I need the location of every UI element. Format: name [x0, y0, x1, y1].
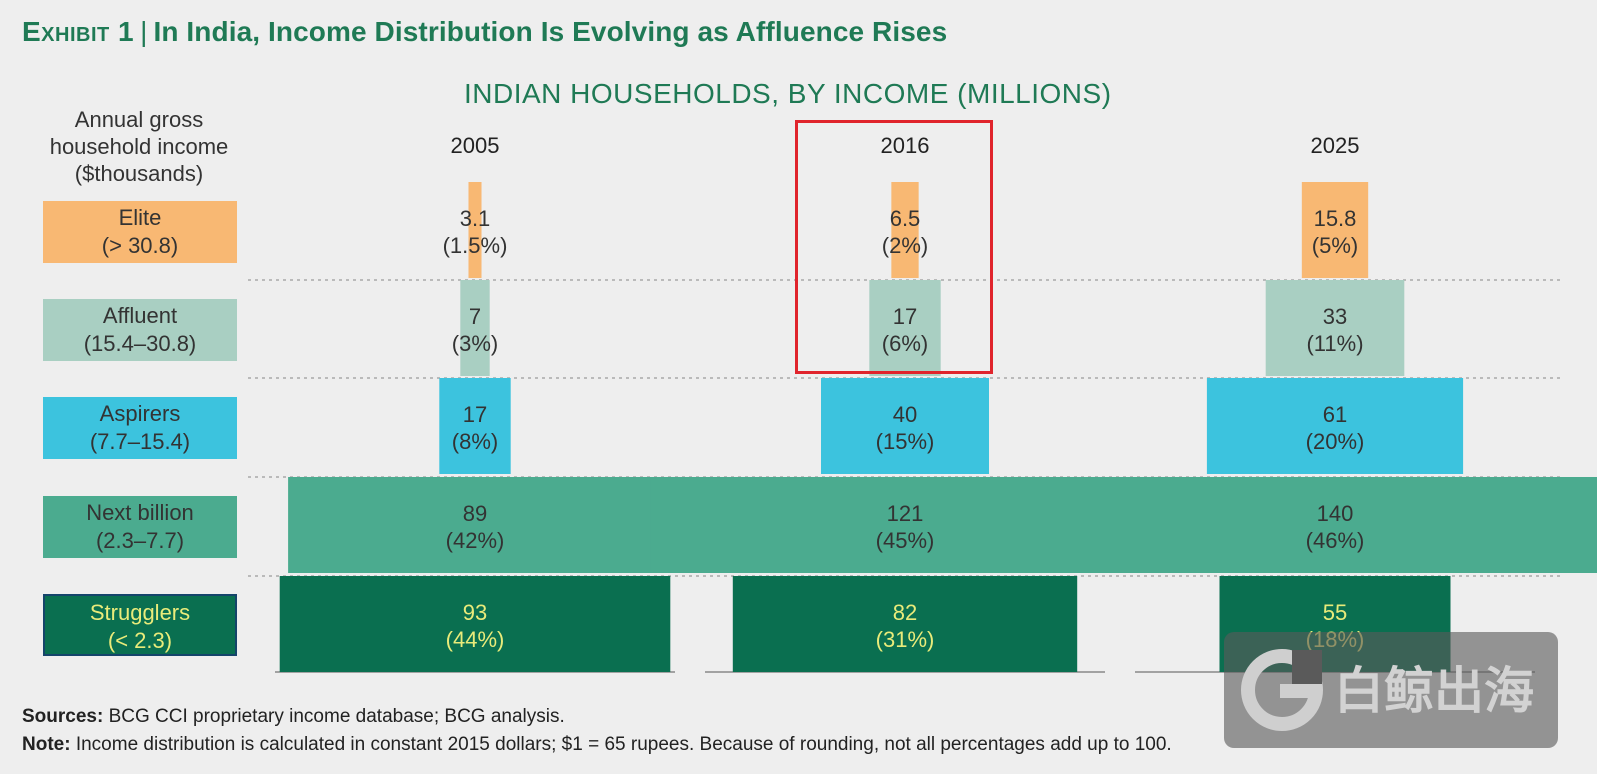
bar-2005-strugglers: [279, 576, 671, 672]
bar-2025-affluent: [1265, 280, 1405, 376]
exhibit-title-text: In India, Income Distribution Is Evolvin…: [153, 16, 948, 47]
legend-strugglers: Strugglers (< 2.3): [43, 594, 237, 656]
legend-aspirers-name: Aspirers: [99, 401, 181, 426]
share-label-2005-affluent: (3%): [452, 331, 498, 356]
value-label-2025-strugglers: 55: [1323, 600, 1347, 625]
value-label-2005-next-billion: 89: [463, 501, 487, 526]
whale-logo-icon: [1241, 649, 1323, 731]
share-label-2016-affluent: (6%): [882, 331, 928, 356]
bar-2005-affluent: [460, 280, 490, 376]
legend-aspirers: Aspirers (7.7–15.4): [43, 397, 237, 459]
value-label-2025-next-billion: 140: [1317, 501, 1354, 526]
year-label-2005: 2005: [451, 133, 500, 158]
axis-caption-line-1: Annual gross: [74, 107, 204, 132]
legend-affluent: Affluent (15.4–30.8): [43, 299, 237, 361]
value-label-2005-affluent: 7: [469, 304, 481, 329]
value-label-2016-elite: 6.5: [890, 206, 921, 231]
bar-2025-aspirers: [1206, 378, 1464, 474]
year-label-2016: 2016: [881, 133, 930, 158]
watermark-text-graphic: 白鲸出海: [1334, 662, 1534, 720]
bar-2025-next-billion: [1041, 477, 1597, 573]
bar-2016-elite: [891, 182, 919, 278]
sources-label: Sources:: [22, 706, 104, 727]
watermark: 白鲸出海: [1224, 632, 1558, 748]
chart-subtitle: INDIAN HOUSEHOLDS, BY INCOME (MILLIONS): [464, 78, 1112, 109]
value-label-2025-affluent: 33: [1323, 304, 1347, 329]
share-label-2016-elite: (2%): [882, 233, 928, 258]
note-line: Note: Income distribution is calculated …: [22, 731, 1172, 759]
value-label-2005-aspirers: 17: [463, 402, 487, 427]
legend-strugglers-name: Strugglers: [89, 600, 191, 625]
value-label-2005-strugglers: 93: [463, 600, 487, 625]
value-label-2025-elite: 15.8: [1314, 206, 1357, 231]
axis-caption-line-2: household income: [49, 134, 229, 159]
value-label-2016-aspirers: 40: [893, 402, 917, 427]
bar-2005-aspirers: [439, 378, 511, 474]
sources-text: BCG CCI proprietary income database; BCG…: [103, 706, 565, 727]
exhibit-label: Exhibit 1: [22, 16, 135, 47]
share-label-2005-next-billion: (42%): [446, 528, 505, 553]
share-label-2016-next-billion: (45%): [876, 528, 935, 553]
share-label-2005-aspirers: (8%): [452, 429, 498, 454]
bar-2016-strugglers: [732, 576, 1078, 672]
axis-caption: Annual gross household income ($thousand…: [30, 106, 248, 187]
legend-aspirers-range: (7.7–15.4): [89, 429, 191, 454]
exhibit-title: Exhibit 1 | In India, Income Distribution …: [22, 16, 947, 48]
share-label-2005-strugglers: (44%): [446, 627, 505, 652]
bar-2005-elite: [468, 182, 482, 278]
title-separator: |: [140, 16, 148, 47]
value-label-2025-aspirers: 61: [1323, 402, 1347, 427]
legend-elite-range: (> 30.8): [101, 233, 179, 258]
value-label-2016-strugglers: 82: [893, 600, 917, 625]
value-label-2005-elite: 3.1: [460, 206, 491, 231]
value-label-2016-next-billion: 121: [887, 501, 924, 526]
legend-next-billion-range: (2.3–7.7): [95, 528, 185, 553]
bar-2016-affluent: [869, 280, 941, 376]
legend-affluent-range: (15.4–30.8): [83, 331, 197, 356]
year-label-2025: 2025: [1311, 133, 1360, 158]
bar-2005-next-billion: [288, 477, 662, 573]
share-label-2025-affluent: (11%): [1306, 331, 1363, 356]
axis-caption-line-3: ($thousands): [74, 161, 204, 186]
share-label-2016-strugglers: (31%): [876, 627, 935, 652]
highlight-box-2016: [795, 120, 993, 374]
bar-2025-elite: [1301, 182, 1369, 278]
bar-2016-aspirers: [821, 378, 989, 474]
share-label-2005-elite: (1.5%): [443, 233, 508, 258]
legend-next-billion: Next billion (2.3–7.7): [43, 496, 237, 558]
legend-strugglers-range: (< 2.3): [107, 628, 173, 653]
note-label: Note:: [22, 734, 71, 755]
legend-affluent-name: Affluent: [102, 303, 178, 328]
share-label-2025-aspirers: (20%): [1306, 429, 1365, 454]
sources-line: Sources: BCG CCI proprietary income data…: [22, 703, 1172, 731]
value-label-2016-affluent: 17: [893, 304, 917, 329]
legend-next-billion-name: Next billion: [86, 500, 194, 525]
share-label-2025-next-billion: (46%): [1306, 528, 1365, 553]
share-label-2025-elite: (5%): [1312, 233, 1358, 258]
legend-elite: Elite (> 30.8): [43, 201, 237, 263]
share-label-2016-aspirers: (15%): [876, 429, 935, 454]
footnotes: Sources: BCG CCI proprietary income data…: [22, 703, 1172, 759]
legend-elite-name: Elite: [118, 205, 162, 230]
watermark-text: 白鲸出海: [1334, 662, 1534, 720]
note-text: Income distribution is calculated in con…: [70, 734, 1172, 755]
